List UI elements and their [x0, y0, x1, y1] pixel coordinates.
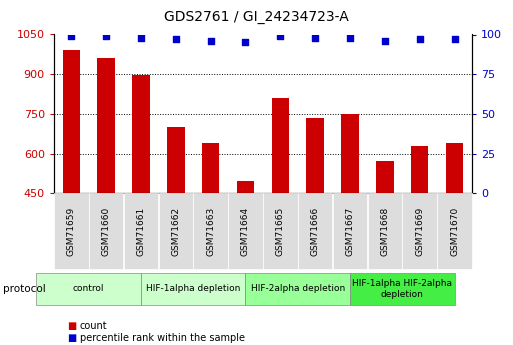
Point — [207, 38, 215, 43]
Text: GSM71663: GSM71663 — [206, 207, 215, 256]
Text: percentile rank within the sample: percentile rank within the sample — [80, 333, 245, 343]
Point — [137, 35, 145, 40]
Text: GSM71662: GSM71662 — [171, 207, 180, 256]
Bar — [97, 58, 115, 193]
Point — [172, 37, 180, 42]
Point — [346, 35, 354, 40]
Text: GSM71669: GSM71669 — [415, 207, 424, 256]
Bar — [132, 76, 150, 193]
Text: count: count — [80, 321, 107, 331]
Text: GSM71665: GSM71665 — [276, 207, 285, 256]
Bar — [341, 114, 359, 193]
Text: ■: ■ — [67, 333, 76, 343]
Text: GSM71664: GSM71664 — [241, 207, 250, 256]
Point — [276, 33, 284, 39]
Point — [450, 37, 459, 42]
Text: HIF-1alpha depletion: HIF-1alpha depletion — [146, 284, 241, 294]
Point — [102, 33, 110, 39]
Text: protocol: protocol — [3, 284, 45, 294]
Text: GDS2761 / GI_24234723-A: GDS2761 / GI_24234723-A — [164, 10, 349, 24]
Text: HIF-1alpha HIF-2alpha
depletion: HIF-1alpha HIF-2alpha depletion — [352, 279, 452, 299]
Bar — [237, 181, 254, 193]
Text: GSM71670: GSM71670 — [450, 207, 459, 256]
Point — [381, 38, 389, 43]
Text: GSM71661: GSM71661 — [136, 207, 146, 256]
Point — [242, 40, 250, 45]
Bar — [376, 161, 393, 193]
Bar — [271, 98, 289, 193]
Text: GSM71668: GSM71668 — [380, 207, 389, 256]
Bar — [63, 50, 80, 193]
Point — [416, 37, 424, 42]
Text: GSM71660: GSM71660 — [102, 207, 111, 256]
Point — [311, 35, 319, 40]
Text: GSM71666: GSM71666 — [311, 207, 320, 256]
Bar — [411, 146, 428, 193]
Bar — [202, 143, 220, 193]
Text: control: control — [73, 284, 105, 294]
Bar — [167, 127, 185, 193]
Bar — [446, 143, 463, 193]
Text: ■: ■ — [67, 321, 76, 331]
Text: GSM71659: GSM71659 — [67, 207, 76, 256]
Point — [67, 33, 75, 39]
Bar — [306, 118, 324, 193]
Text: HIF-2alpha depletion: HIF-2alpha depletion — [251, 284, 345, 294]
Text: GSM71667: GSM71667 — [346, 207, 354, 256]
